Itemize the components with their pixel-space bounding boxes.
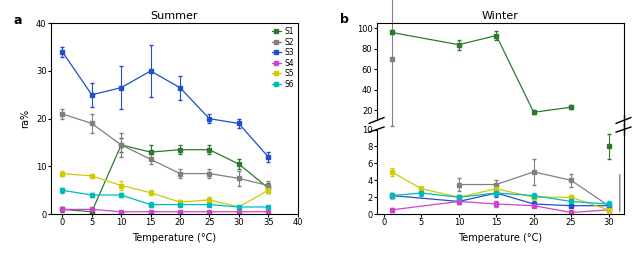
Title: Summer: Summer	[151, 11, 198, 21]
Title: Winter: Winter	[482, 11, 518, 21]
X-axis label: Temperature (°C): Temperature (°C)	[132, 233, 216, 243]
Legend: S1, S2, S3, S4, S5, S6: S1, S2, S3, S4, S5, S6	[270, 26, 295, 90]
Text: b: b	[339, 13, 348, 27]
X-axis label: Temperature (°C): Temperature (°C)	[458, 233, 542, 243]
Y-axis label: ra%: ra%	[20, 109, 30, 128]
Text: a: a	[13, 14, 22, 27]
